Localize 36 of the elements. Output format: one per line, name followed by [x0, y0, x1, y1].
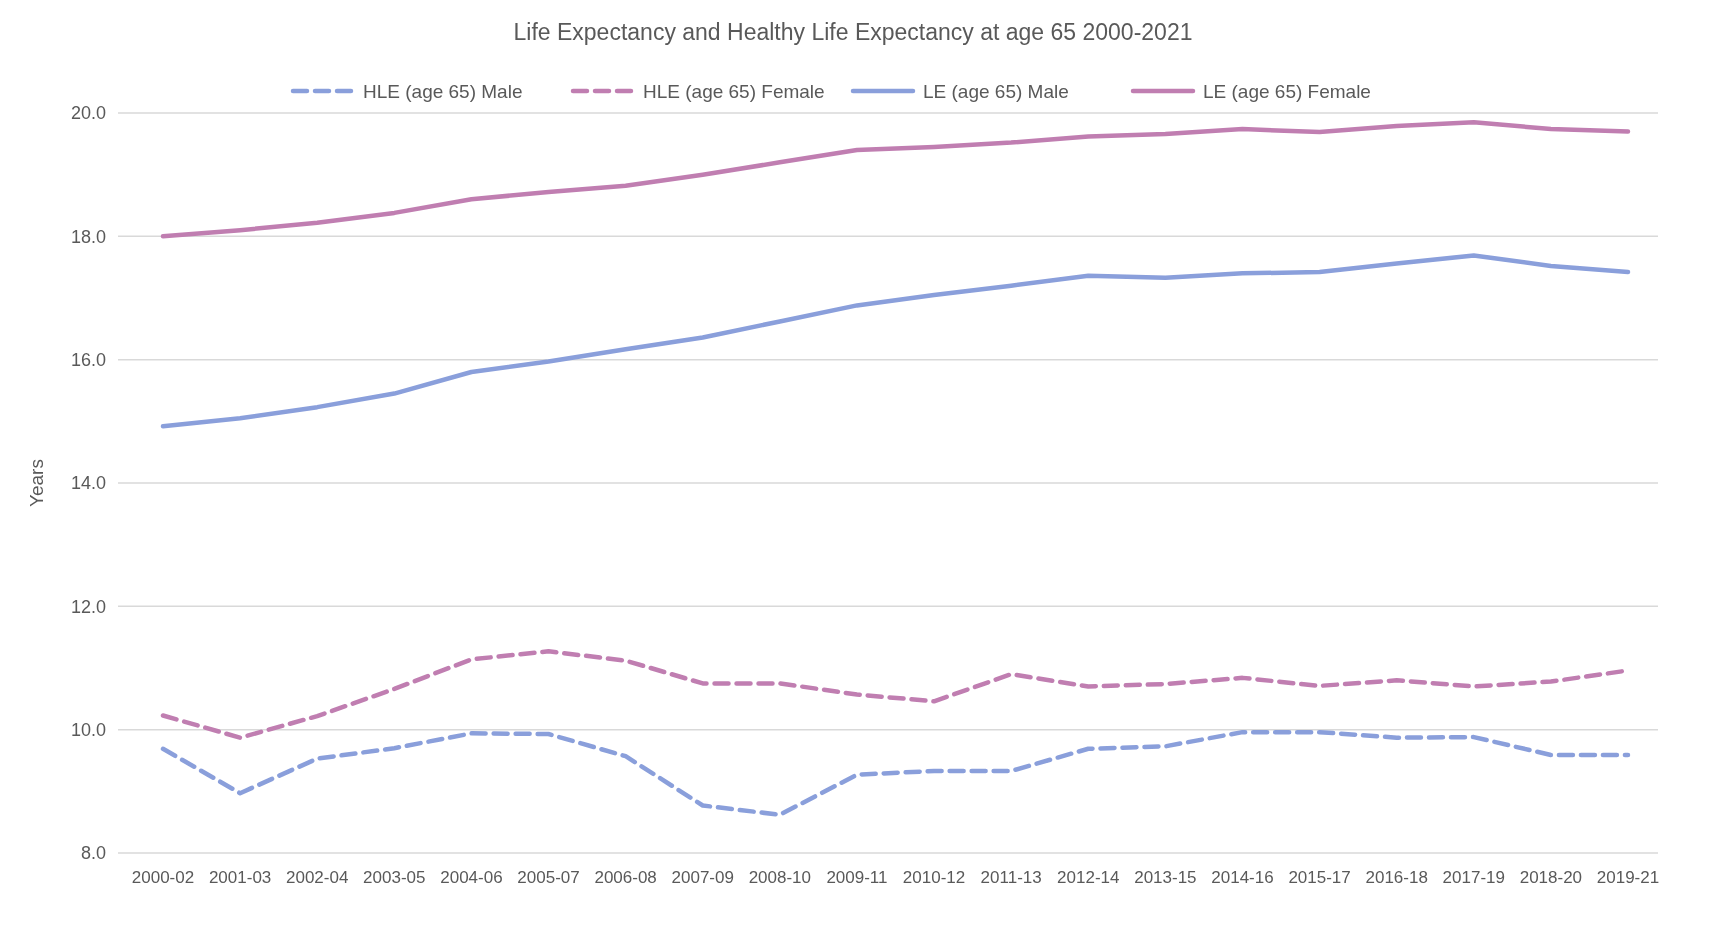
x-tick-label: 2008-10	[748, 868, 812, 887]
x-tick-label: 2006-08	[594, 868, 657, 887]
legend-label: HLE (age 65) Male	[363, 80, 523, 102]
x-tick-label: 2010-12	[902, 868, 966, 887]
x-tick-label: 2015-17	[1288, 868, 1351, 887]
y-tick-label: 18.0	[70, 226, 106, 247]
line-series	[160, 253, 1631, 429]
chart-title: Life Expectancy and Healthy Life Expectancy at age 65 2000-2021	[513, 19, 1193, 45]
x-tick-label: 2002-04	[286, 868, 349, 887]
x-tick-label: 2005-07	[517, 868, 580, 887]
x-tick-label: 2000-02	[131, 868, 195, 887]
x-tick-label: 2014-16	[1211, 868, 1274, 887]
y-axis-title: Years	[26, 459, 47, 507]
x-tick-label: 2016-18	[1365, 868, 1428, 887]
legend-label: LE (age 65) Male	[923, 80, 1069, 102]
x-tick-label: 2003-05	[363, 868, 426, 887]
y-tick-label: 16.0	[70, 349, 106, 370]
x-tick-label: 2018-20	[1519, 868, 1583, 887]
line-series	[160, 120, 1631, 239]
legend-label: LE (age 65) Female	[1203, 80, 1371, 102]
x-tick-label: 2013-15	[1134, 868, 1197, 887]
y-tick-label: 8.0	[80, 843, 106, 864]
x-tick-label: 2017-19	[1442, 868, 1505, 887]
x-tick-label: 2019-21	[1596, 868, 1660, 887]
x-tick-label: 2004-06	[440, 868, 503, 887]
x-tick-label: 2012-14	[1057, 868, 1120, 887]
legend-label: HLE (age 65) Female	[643, 80, 825, 102]
y-tick-label: 14.0	[70, 473, 106, 494]
line-series	[160, 729, 1631, 818]
y-tick-label: 20.0	[70, 103, 106, 124]
x-tick-label: 2001-03	[208, 868, 272, 887]
x-tick-label: 2009-11	[826, 868, 888, 887]
x-tick-label: 2011-13	[980, 868, 1042, 887]
y-tick-label: 10.0	[70, 719, 106, 740]
y-tick-label: 12.0	[70, 596, 106, 617]
x-tick-label: 2007-09	[671, 868, 734, 887]
